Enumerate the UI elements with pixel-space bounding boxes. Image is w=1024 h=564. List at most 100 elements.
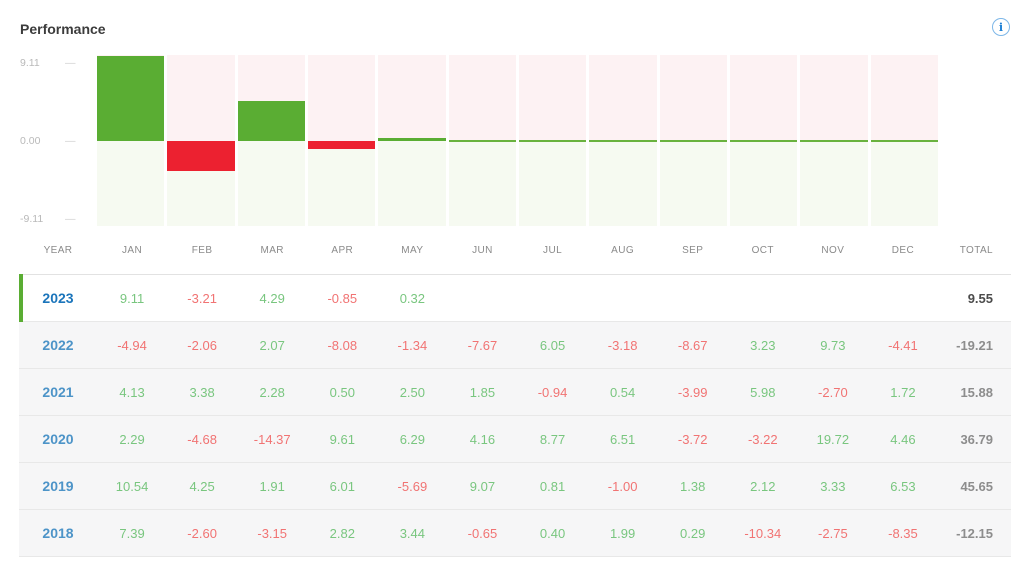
month-value-cell: -0.65 — [467, 525, 498, 541]
month-value-cell: 6.05 — [539, 337, 566, 353]
column-bg-negative — [237, 141, 305, 226]
total-value-cell: 36.79 — [960, 431, 993, 447]
month-value-cell: -3.15 — [257, 525, 288, 541]
chart-column-feb — [167, 55, 235, 226]
column-bg-negative — [518, 141, 587, 226]
y-axis-tick-label: -9.11 — [20, 213, 44, 225]
zero-line — [589, 139, 657, 142]
month-value-cell: 2.82 — [329, 525, 355, 541]
year-label: 2020 — [42, 431, 74, 447]
table-row-2022: 2022 -4.94 -2.06 2.07 -8.08 -1.34 -7.67 6.05 -3.… — [19, 322, 1011, 369]
y-axis-tick-dash: — — [65, 57, 76, 69]
y-axis-tick-label: 0.00 — [20, 135, 41, 147]
column-bg-positive — [448, 55, 516, 141]
month-value-cell: -2.06 — [187, 337, 217, 353]
column-bg-negative — [448, 141, 516, 226]
month-value-cell: 8.77 — [539, 431, 566, 447]
column-bg-negative — [800, 141, 868, 226]
column-bg-negative — [378, 141, 446, 226]
column-header-jan: JAN — [121, 244, 143, 256]
month-value-cell: 2.12 — [750, 478, 776, 494]
month-value-cell: -8.67 — [677, 337, 708, 353]
column-bg-positive — [378, 55, 446, 141]
month-value-cell: 1.91 — [259, 478, 285, 494]
column-bg-negative — [97, 141, 165, 226]
chart-column-mar — [237, 55, 305, 226]
month-value-cell: 2.28 — [259, 384, 285, 400]
y-axis-tick: 0.00 — — [20, 135, 95, 147]
month-value-cell: -14.37 — [253, 431, 291, 447]
chart-column-sep — [659, 55, 727, 226]
month-value-cell: -1.00 — [607, 478, 638, 494]
month-value-cell: 9.11 — [119, 290, 145, 306]
column-bg-positive — [659, 55, 727, 141]
month-value-cell: 7.39 — [119, 525, 145, 541]
month-value-cell: 1.99 — [609, 525, 636, 541]
month-value-cell: -7.67 — [467, 337, 498, 353]
y-axis-tick: -9.11 — — [20, 213, 95, 225]
month-value-cell: 0.29 — [680, 525, 706, 541]
column-header-apr: APR — [331, 244, 354, 256]
month-value-cell: -8.35 — [888, 525, 918, 541]
column-header-mar: MAR — [260, 244, 284, 256]
column-bg-positive — [307, 55, 376, 141]
total-value-cell: 45.65 — [960, 478, 993, 494]
table-row-2018: 2018 7.39 -2.60 -3.15 2.82 3.44 -0.65 0.40 1.99 0… — [19, 510, 1011, 557]
y-axis-tick-dash: — — [65, 213, 76, 225]
total-value-cell: 9.55 — [967, 290, 993, 306]
month-value-cell: 3.33 — [820, 478, 846, 494]
column-header-total: TOTAL — [959, 244, 993, 256]
chart-column-jan — [97, 55, 165, 226]
month-value-cell: 6.01 — [329, 478, 355, 494]
month-value-cell: 1.72 — [890, 384, 916, 400]
month-value-cell: 4.16 — [469, 431, 496, 447]
month-value-cell: 0.40 — [539, 525, 566, 541]
month-value-cell: 3.23 — [750, 337, 776, 353]
column-header-may: MAY — [401, 244, 424, 256]
column-header-jul: JUL — [543, 244, 563, 256]
table-row-2020: 2020 2.29 -4.68 -14.37 9.61 6.29 4.16 8.77 6.51 -… — [19, 416, 1011, 463]
chart-column-may — [378, 55, 446, 226]
column-header-aug: AUG — [611, 244, 635, 256]
month-value-cell: -3.22 — [747, 431, 778, 447]
year-label: 2022 — [42, 337, 74, 353]
bar-negative — [167, 141, 235, 171]
info-icon[interactable]: i — [992, 18, 1010, 36]
chart-column-nov — [800, 55, 868, 226]
month-value-cell: 2.50 — [399, 384, 426, 400]
month-value-cell: 19.72 — [816, 431, 850, 447]
month-value-cell: -2.70 — [818, 384, 848, 400]
month-value-cell: -10.34 — [744, 525, 782, 541]
zero-line — [729, 139, 798, 142]
column-header-dec: DEC — [891, 244, 915, 256]
table-row-2019: 2019 10.54 4.25 1.91 6.01 -5.69 9.07 0.81 -1.00 1… — [19, 463, 1011, 510]
column-bg-positive — [589, 55, 657, 141]
bar-negative — [307, 141, 376, 149]
chart-column-jul — [518, 55, 587, 226]
total-value-cell: -19.21 — [956, 337, 993, 353]
month-value-cell: 9.73 — [820, 337, 846, 353]
column-header-jun: JUN — [472, 244, 493, 256]
month-value-cell: -2.60 — [187, 525, 217, 541]
bar-positive — [97, 56, 165, 141]
y-axis-tick: 9.11 — — [20, 57, 95, 69]
performance-bar-chart — [97, 55, 938, 226]
month-value-cell: 0.54 — [609, 384, 636, 400]
column-bg-negative — [307, 141, 376, 226]
month-value-cell: -3.72 — [677, 431, 708, 447]
chart-column-oct — [729, 55, 798, 226]
column-bg-negative — [870, 141, 938, 226]
month-value-cell: 2.07 — [259, 337, 285, 353]
zero-line — [659, 139, 727, 142]
column-bg-positive — [800, 55, 868, 141]
year-label: 2021 — [42, 384, 74, 400]
y-axis-tick-label: 9.11 — [20, 57, 40, 69]
month-value-cell: 3.44 — [399, 525, 426, 541]
column-header-sep: SEP — [682, 244, 704, 256]
month-value-cell: 9.61 — [329, 431, 355, 447]
column-bg-negative — [659, 141, 727, 226]
bar-positive — [378, 138, 446, 141]
month-value-cell: -3.21 — [187, 290, 217, 306]
year-label: 2019 — [42, 478, 74, 494]
